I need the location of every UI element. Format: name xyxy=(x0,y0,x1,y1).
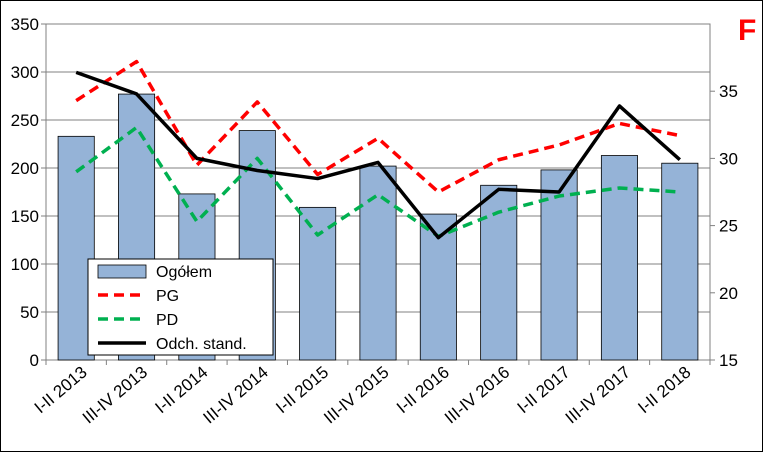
left-tick-label: 150 xyxy=(11,207,39,226)
line-series xyxy=(75,59,681,240)
legend-swatch xyxy=(97,264,147,279)
bar xyxy=(299,206,337,361)
corner-label: F xyxy=(738,14,756,47)
legend-label: Ogółem xyxy=(156,264,212,281)
right-tick-label: 35 xyxy=(719,82,738,101)
bar xyxy=(480,184,518,361)
legend: Ogółem PG PD Odch. stand. xyxy=(87,258,274,356)
left-axis: 0 50 100 150 200 250 300 350 xyxy=(11,15,46,370)
right-tick-label: 30 xyxy=(719,149,738,168)
right-tick-label: 15 xyxy=(719,351,738,370)
bar xyxy=(661,162,699,361)
bar xyxy=(600,155,638,361)
right-tick-label: 25 xyxy=(719,217,738,236)
legend-label: PG xyxy=(156,288,179,305)
series-line xyxy=(75,70,681,240)
right-axis: 15 20 25 30 35 xyxy=(709,24,738,370)
legend-label: PD xyxy=(156,312,178,329)
left-tick-label: 0 xyxy=(30,351,39,370)
left-tick-label: 300 xyxy=(11,63,39,82)
legend-label: Odch. stand. xyxy=(156,336,247,353)
series-line xyxy=(75,125,680,239)
right-tick-label: 20 xyxy=(719,284,738,303)
left-tick-label: 100 xyxy=(11,255,39,274)
bar xyxy=(359,165,397,361)
left-tick-label: 50 xyxy=(20,303,39,322)
bar xyxy=(540,169,578,361)
left-tick-label: 250 xyxy=(11,111,39,130)
left-tick-label: 200 xyxy=(11,159,39,178)
left-tick-label: 350 xyxy=(11,15,39,34)
series-line xyxy=(75,59,681,194)
